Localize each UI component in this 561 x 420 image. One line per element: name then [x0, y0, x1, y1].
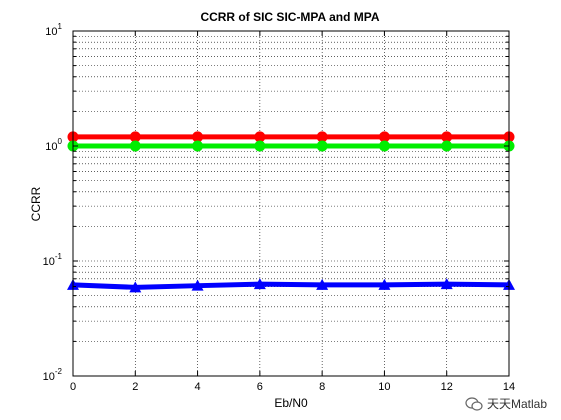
x-tick-label: 0	[70, 381, 76, 393]
series-layer	[67, 131, 515, 293]
data-point	[316, 140, 328, 152]
x-tick-label: 14	[503, 381, 515, 393]
grid-lines	[73, 31, 509, 376]
y-tick-label: 100	[45, 137, 62, 153]
data-point	[191, 279, 204, 291]
data-point	[378, 278, 391, 290]
x-axis-label: Eb/N0	[274, 396, 308, 410]
data-point	[192, 131, 204, 143]
data-point	[129, 281, 142, 293]
data-point	[129, 140, 141, 152]
plot-frame	[72, 30, 510, 377]
y-tick-label: 10-1	[43, 252, 63, 268]
x-tick-label: 12	[441, 381, 453, 393]
watermark: 天天Matlab	[465, 395, 547, 412]
watermark-text: 天天Matlab	[486, 397, 547, 411]
series-line	[70, 281, 512, 290]
data-point	[316, 278, 329, 290]
data-point	[316, 131, 328, 143]
data-point	[378, 131, 390, 143]
y-tick-label: 101	[45, 22, 62, 38]
wechat-icon	[465, 396, 483, 411]
x-tick-label: 10	[378, 381, 390, 393]
data-point	[253, 278, 266, 290]
series-1	[67, 131, 515, 143]
y-tick-label: 10-2	[43, 367, 63, 383]
data-point	[378, 140, 390, 152]
axis-ticks: 0 2 4 6 8 10 12 14 101 100 10-1 10-2	[43, 22, 516, 393]
series-2	[67, 140, 515, 152]
data-point	[254, 131, 266, 143]
x-tick-label: 8	[319, 381, 325, 393]
x-tick-label: 2	[132, 381, 138, 393]
x-tick-label: 4	[195, 381, 201, 393]
data-point	[440, 278, 453, 290]
series-3	[67, 278, 515, 293]
x-tick-label: 6	[257, 381, 263, 393]
data-point	[192, 140, 204, 152]
data-point	[254, 140, 266, 152]
chart-title: CCRR of SIC SIC-MPA and MPA	[200, 10, 379, 24]
y-axis-label: CCRR	[29, 186, 43, 221]
data-point	[441, 131, 453, 143]
data-point	[441, 140, 453, 152]
data-point	[129, 131, 141, 143]
